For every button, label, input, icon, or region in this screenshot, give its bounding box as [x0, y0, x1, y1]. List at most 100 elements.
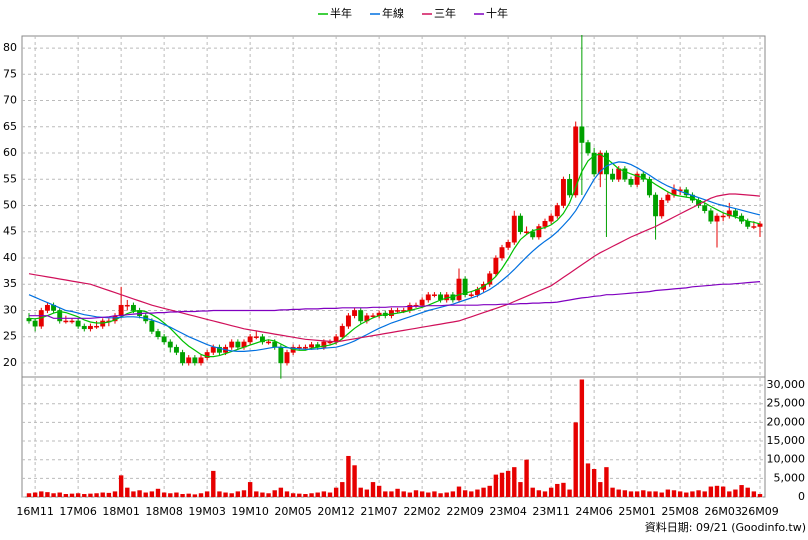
volume-bar — [106, 492, 112, 497]
footer: 資料日期: 09/21 (Goodinfo.tw) — [645, 520, 806, 534]
volume-bar — [419, 491, 425, 497]
candle-body — [548, 215, 554, 222]
volume-bar — [45, 492, 50, 497]
candle-body — [646, 179, 652, 196]
candle-body — [653, 194, 659, 217]
volume-bar — [573, 422, 578, 497]
volume-bar — [204, 491, 210, 497]
volume-bar — [702, 491, 707, 497]
volume-bar — [524, 459, 529, 497]
volume-bar — [708, 486, 714, 497]
candle-body — [585, 142, 591, 154]
candle-body — [757, 223, 763, 227]
candle-body — [425, 294, 431, 301]
y-tick-label: 50 — [3, 199, 17, 212]
volume-bar — [383, 491, 388, 497]
x-tick-label: 20M05 — [274, 505, 312, 518]
candle-body — [573, 126, 579, 196]
volume-bar — [733, 489, 738, 497]
candle-body — [395, 310, 401, 312]
volume-bar — [450, 491, 456, 497]
volume-bar — [112, 491, 118, 497]
y-tick-label: 65 — [3, 120, 17, 133]
candle-body — [272, 341, 278, 348]
y-tick-label: 30 — [3, 303, 17, 316]
volume-bar — [407, 492, 413, 497]
x-tick-label: 23M04 — [489, 505, 527, 518]
volume-bar — [647, 491, 652, 497]
volume-bar — [260, 492, 265, 497]
y2-tick-label: 5,000 — [774, 471, 806, 484]
volume-bar — [235, 491, 241, 497]
volume-bar — [297, 493, 302, 497]
volume-bar — [757, 494, 763, 497]
candle-body — [634, 173, 640, 185]
candle-body — [278, 346, 284, 364]
candle-body — [32, 320, 38, 327]
volume-bar — [671, 490, 677, 497]
volume-bar — [180, 494, 185, 497]
candle-body — [499, 247, 505, 259]
volume-bar — [39, 491, 44, 497]
y-tick-label: 60 — [3, 146, 17, 159]
candle-body — [198, 357, 204, 364]
candle-body — [536, 226, 542, 238]
candle-body — [210, 346, 216, 353]
volume-bar — [358, 487, 363, 497]
x-tick-label: 22M02 — [403, 505, 441, 518]
ma-line — [29, 281, 761, 319]
volume-bar — [745, 487, 750, 497]
candle-body — [720, 215, 726, 218]
volume-bar — [641, 490, 646, 497]
candle-body — [216, 346, 222, 353]
volume-bar — [610, 487, 615, 497]
ma-line — [28, 193, 761, 343]
volume-bar — [155, 488, 161, 497]
x-tick-label: 20M12 — [317, 505, 355, 518]
volume-bar — [94, 493, 99, 497]
volume-bar — [26, 493, 32, 497]
candle-body — [81, 325, 87, 330]
volume-bar — [161, 492, 167, 497]
candle-body — [345, 315, 351, 327]
volume-bar — [401, 491, 406, 497]
volume-bar — [696, 490, 701, 497]
candle-body — [75, 320, 81, 327]
candle-body — [493, 257, 499, 274]
volume-bar — [198, 493, 204, 497]
volume-bar — [149, 491, 155, 497]
candle-body — [610, 173, 616, 180]
volume-bar — [32, 492, 38, 497]
volume-bar — [622, 490, 628, 497]
y-tick-label: 80 — [3, 41, 17, 54]
volume-bar — [659, 492, 664, 497]
volume-bar — [444, 492, 449, 497]
volume-bar — [548, 487, 554, 497]
volume-bar — [290, 493, 296, 497]
volume-bar — [315, 492, 320, 497]
y2-tick-label: 0 — [798, 490, 805, 503]
volume-bar — [395, 488, 400, 497]
volume-bar — [462, 490, 468, 497]
volume-bar — [720, 486, 726, 497]
volume-bar — [469, 491, 474, 497]
volume-bar — [616, 489, 621, 497]
candle-body — [665, 194, 671, 201]
x-tick-label: 23M11 — [532, 505, 570, 518]
volume-bar — [751, 491, 757, 497]
candle-body — [456, 278, 462, 301]
volume-bar — [303, 494, 308, 497]
candle-body — [192, 357, 198, 364]
volume-bar — [217, 491, 222, 497]
candle-body — [714, 215, 720, 222]
volume-bar — [211, 470, 216, 497]
volume-bar — [714, 485, 720, 497]
candle-body — [167, 341, 173, 348]
candle-body — [603, 152, 609, 175]
volume-bar — [684, 492, 689, 497]
volume-bar — [321, 491, 327, 497]
candle-body — [616, 168, 622, 180]
candle-body — [69, 320, 75, 323]
volume-bar — [118, 475, 124, 497]
